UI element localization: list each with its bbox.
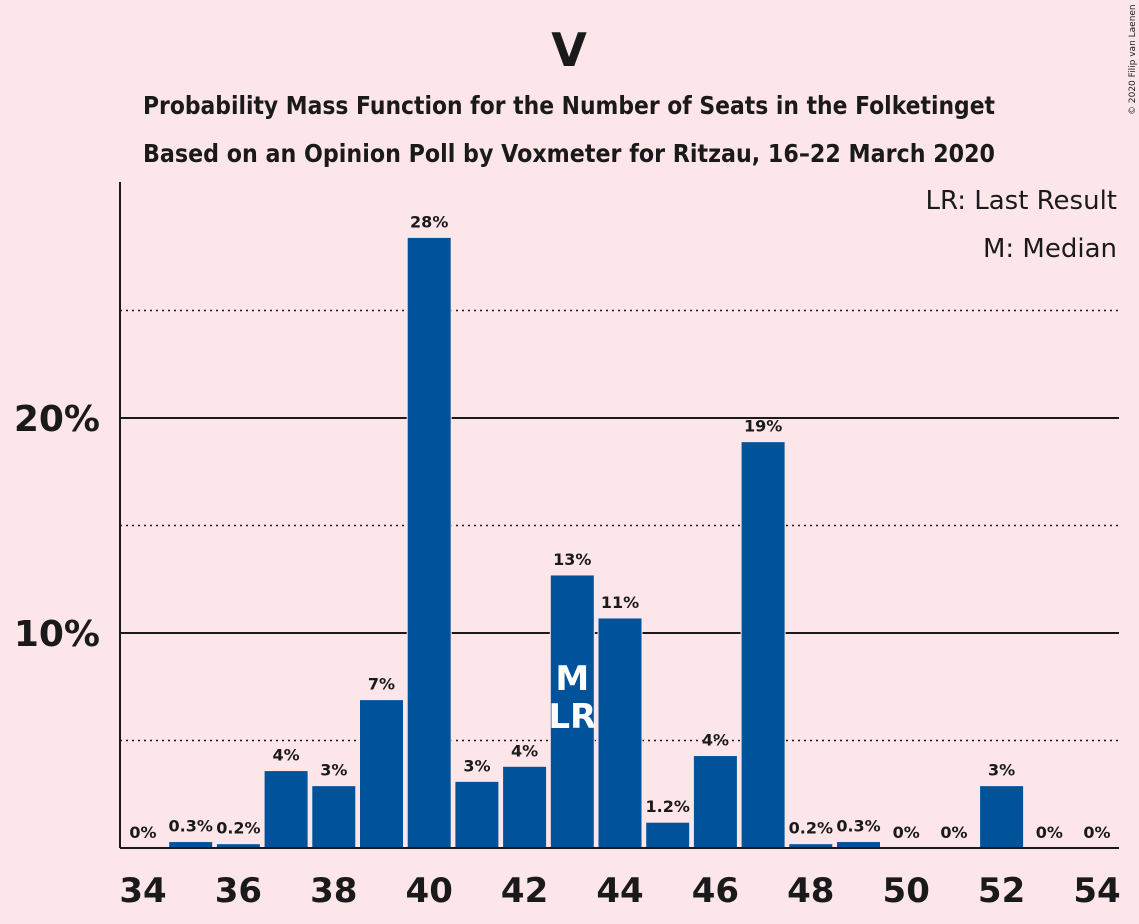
bar-data-label: 0% — [129, 823, 156, 842]
axes: 10% 20% 34 36 38 40 42 44 46 48 50 52 54 — [14, 182, 1121, 911]
copyright-notice: © 2020 Filip van Laenen — [1128, 4, 1138, 115]
chart-texts: V Probability Mass Function for the Numbe… — [143, 4, 1138, 264]
x-tick-label: 34 — [119, 871, 166, 911]
bar — [645, 821, 691, 849]
bar-data-label: 28% — [410, 212, 448, 231]
bars — [168, 236, 1025, 849]
bar-data-label: 0.2% — [789, 819, 833, 838]
x-tick-label: 54 — [1073, 871, 1120, 911]
bar-data-label: 0% — [940, 823, 967, 842]
legend-last-result: LR: Last Result — [925, 186, 1117, 216]
y-tick-label: 20% — [14, 399, 100, 440]
chart-subtitle-line2: Based on an Opinion Poll by Voxmeter for… — [143, 139, 995, 168]
bar — [263, 770, 309, 849]
bar-data-label: 0.3% — [169, 817, 213, 836]
bar-data-label: 3% — [463, 756, 490, 775]
bar — [692, 755, 738, 849]
data-labels: 0% 0.3% 0.2%4%3%7%28%3%4%13%11%1.2%4%19%0.… — [129, 212, 1110, 842]
bar-data-label: 3% — [988, 761, 1015, 780]
bar-data-label: 3% — [320, 761, 347, 780]
bar-data-label: 7% — [368, 675, 395, 694]
bar-data-label: 0% — [1036, 823, 1063, 842]
chart-title: V — [551, 23, 587, 77]
x-tick-label: 44 — [596, 871, 643, 911]
x-tick-label: 52 — [978, 871, 1025, 911]
bar — [311, 785, 357, 849]
bar-data-label: 0.2% — [216, 819, 260, 838]
x-tick-label: 42 — [501, 871, 548, 911]
x-tick-label: 48 — [787, 871, 834, 911]
bar-data-label: 11% — [601, 593, 639, 612]
bar-data-label: 1.2% — [646, 797, 690, 816]
y-tick-label: 10% — [14, 614, 100, 655]
x-tick-label: 40 — [406, 871, 453, 911]
bar-marker-lr: LR — [548, 697, 596, 737]
bar — [502, 765, 548, 849]
legend-median: M: Median — [983, 234, 1117, 264]
bar-data-label: 4% — [273, 746, 300, 765]
x-tick-label: 46 — [692, 871, 739, 911]
bar — [406, 236, 452, 849]
bar — [740, 441, 786, 849]
bar — [454, 780, 500, 849]
bar — [359, 699, 404, 849]
bar-data-label: 0% — [1083, 823, 1110, 842]
bar — [597, 617, 643, 849]
bar-data-label: 4% — [511, 741, 538, 760]
x-tick-label: 36 — [215, 871, 262, 911]
bar-data-label: 19% — [744, 417, 782, 436]
bar-data-label: 13% — [553, 550, 591, 569]
bar-marker-m: M — [555, 659, 589, 699]
bar-data-label: 4% — [702, 731, 729, 750]
chart-subtitle-line1: Probability Mass Function for the Number… — [143, 91, 995, 120]
x-tick-label: 38 — [310, 871, 357, 911]
bar — [979, 785, 1025, 849]
x-tick-label: 50 — [883, 871, 930, 911]
bar-data-label: 0.3% — [836, 817, 880, 836]
bar-data-label: 0% — [893, 823, 920, 842]
